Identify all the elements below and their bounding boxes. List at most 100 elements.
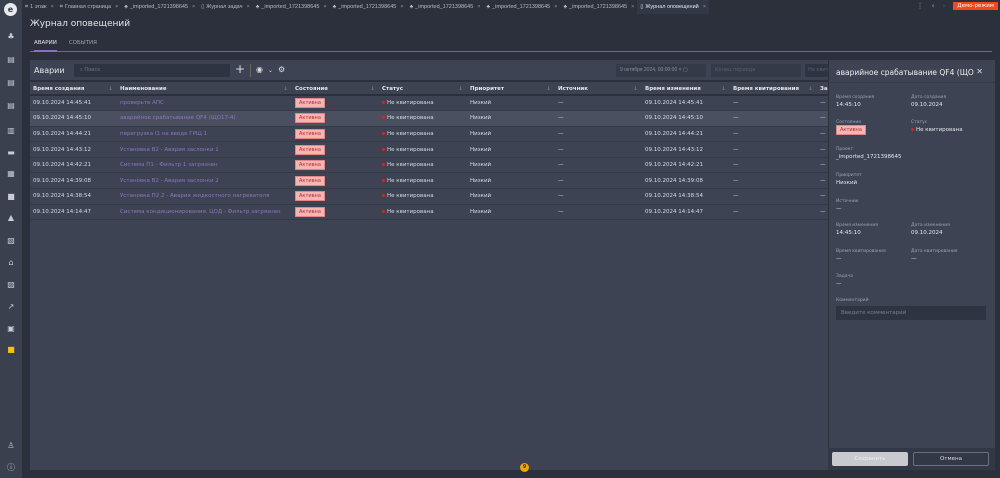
- close-tab-icon[interactable]: ×: [246, 4, 250, 10]
- alarm-details-panel: аварийное срабатывание QF4 (ЩО1... ✕ Вре…: [828, 60, 995, 470]
- table-cell: Низкий: [467, 172, 555, 190]
- chart-icon[interactable]: ↗: [7, 302, 15, 311]
- close-tab-icon[interactable]: ×: [323, 4, 327, 10]
- table-row[interactable]: 09.10.2024 14:43:12 Установка В2 - Авария…: [30, 141, 840, 158]
- hierarchy-icon: ♣: [486, 4, 491, 10]
- hierarchy-icon[interactable]: ♣: [7, 32, 15, 41]
- column-header[interactable]: Время создания ↓: [30, 84, 117, 96]
- column-header[interactable]: Наименование ↓: [117, 84, 292, 96]
- tab-3[interactable]: ▯ Журнал задач ×: [198, 0, 252, 14]
- tab-alarms[interactable]: АВАРИИ: [34, 40, 57, 52]
- settings-icon[interactable]: ⚙: [278, 65, 286, 74]
- table-row[interactable]: 09.10.2024 14:42:21 Система П1 - Фильтр 1…: [30, 157, 840, 174]
- comment-input[interactable]: Введите комментарий: [836, 306, 986, 320]
- chevron-left-icon[interactable]: ‹: [931, 2, 935, 10]
- column-header[interactable]: Состояние ↓: [292, 84, 379, 96]
- table-row[interactable]: 09.10.2024 14:38:54 Установка П2.2 - Авар…: [30, 188, 840, 205]
- date-from-input[interactable]: 9 октября 2024, 00:00:00 × ▢: [616, 64, 706, 77]
- close-icon[interactable]: ✕: [976, 67, 983, 76]
- value: 09.10.2024: [911, 230, 943, 236]
- scrollbar[interactable]: [995, 60, 1000, 470]
- column-header[interactable]: Источник ↓: [555, 84, 642, 96]
- hierarchy-icon: ♣: [255, 4, 260, 10]
- tab-8[interactable]: ♣ _imported_1721398645 ×: [560, 0, 637, 14]
- chevron-down-icon[interactable]: ⌄: [268, 67, 274, 74]
- column-header[interactable]: Статус ↓: [379, 84, 467, 96]
- label: Время создания: [836, 95, 875, 100]
- table-row[interactable]: 09.10.2024 14:14:47 Система кондициониров…: [30, 204, 840, 221]
- table-cell: Не квитирована: [379, 95, 467, 112]
- tab-7[interactable]: ♣ _imported_1721398645 ×: [484, 0, 561, 14]
- tab-9[interactable]: ▯ Журнал оповещений ×: [637, 0, 709, 14]
- close-tab-icon[interactable]: ×: [400, 4, 404, 10]
- sort-icon[interactable]: ↓: [808, 86, 813, 92]
- home-icon[interactable]: ⌂: [8, 258, 14, 267]
- tab-6[interactable]: ♣ _imported_1721398645 ×: [407, 0, 484, 14]
- report-icon[interactable]: ▧: [7, 236, 15, 245]
- logo-icon[interactable]: e: [4, 3, 17, 16]
- tab-4[interactable]: ♣ _imported_1721398645 ×: [253, 0, 330, 14]
- building-icon[interactable]: ▥: [7, 126, 15, 135]
- close-tab-icon[interactable]: ×: [115, 4, 119, 10]
- camera-icon[interactable]: ▬: [7, 148, 15, 157]
- sort-icon[interactable]: ↓: [633, 86, 638, 92]
- close-tab-icon[interactable]: ×: [50, 4, 54, 10]
- tab-1[interactable]: ⌗ Главная страница ×: [57, 0, 122, 14]
- sort-icon[interactable]: ↓: [370, 86, 375, 92]
- table-cell: Активна: [292, 95, 379, 112]
- devices-icon[interactable]: ▦: [7, 169, 15, 178]
- notification-badge[interactable]: 9: [520, 463, 529, 472]
- user-icon[interactable]: ♙: [7, 441, 15, 450]
- record-icon[interactable]: ◉: [256, 65, 263, 74]
- table-cell: Система П1 - Фильтр 1 загрязнен: [117, 157, 292, 174]
- close-tab-icon[interactable]: ×: [554, 4, 558, 10]
- table-row[interactable]: 09.10.2024 14:45:41 проверьте АПС Активна Н…: [30, 95, 840, 112]
- table-cell: Система кондиционирования. ЦОД - Фильтр …: [117, 204, 292, 221]
- table-row[interactable]: 09.10.2024 14:45:10 аварийное срабатывани…: [30, 110, 840, 127]
- field-project: Проект _imported_1721398645: [836, 147, 902, 160]
- close-tab-icon[interactable]: ×: [631, 4, 635, 10]
- tab-0[interactable]: ⌗ 1 этаж ×: [22, 0, 57, 14]
- alarm-icon[interactable]: ▲: [7, 213, 15, 222]
- floor-plan-icon: ⌗: [59, 3, 63, 10]
- column-header[interactable]: Время изменения ↓: [642, 84, 730, 96]
- search-input[interactable]: ⌕ Поиск: [74, 64, 230, 77]
- date-to-input[interactable]: Конец периода: [711, 64, 801, 77]
- close-tab-icon[interactable]: ×: [477, 4, 481, 10]
- table-row[interactable]: 09.10.2024 14:44:21 перегрузка I1 на ввод…: [30, 126, 840, 143]
- demo-mode-badge[interactable]: Демо-режим: [953, 2, 998, 10]
- sort-icon[interactable]: ↓: [721, 86, 726, 92]
- add-icon[interactable]: +: [235, 62, 246, 76]
- info-icon[interactable]: ⓘ: [7, 463, 15, 472]
- lock-icon[interactable]: ■: [7, 192, 15, 201]
- document-icon[interactable]: ▤: [7, 78, 15, 87]
- sort-icon[interactable]: ↓: [546, 86, 551, 92]
- tab-events[interactable]: СОБЫТИЯ: [68, 40, 97, 46]
- tab-2[interactable]: ♣ _imported_1721398645 ×: [121, 0, 198, 14]
- column-header[interactable]: Приоритет ↓: [467, 84, 555, 96]
- close-tab-icon[interactable]: ×: [192, 4, 196, 10]
- folder-icon[interactable]: ■: [7, 345, 15, 354]
- table-cell: Низкий: [467, 95, 555, 112]
- table-cell: Активна: [292, 204, 379, 221]
- sort-icon[interactable]: ↓: [283, 86, 288, 92]
- close-tab-icon[interactable]: ×: [702, 4, 706, 10]
- column-header[interactable]: Время квитирования ↓: [730, 84, 817, 96]
- tab-5[interactable]: ♣ _imported_1721398645 ×: [330, 0, 407, 14]
- table-row[interactable]: 09.10.2024 14:39:08 Установка В2 - Авария…: [30, 172, 840, 190]
- more-icon[interactable]: ⋮: [916, 2, 924, 10]
- tab-label: _imported_1721398645: [492, 4, 551, 10]
- document-icon[interactable]: ▤: [7, 101, 15, 110]
- state-badge: Активна: [295, 113, 325, 124]
- status-text: Не квитирована: [387, 146, 434, 153]
- document-icon[interactable]: ▤: [7, 55, 15, 64]
- print-icon[interactable]: ▣: [7, 324, 15, 333]
- pattern-icon[interactable]: ▨: [7, 280, 15, 289]
- cancel-button[interactable]: Отмена: [913, 452, 989, 466]
- date-from-value: 9 октября 2024, 00:00:00: [620, 67, 678, 73]
- sort-icon[interactable]: ↓: [108, 86, 113, 92]
- not-acknowledged-filter-button[interactable]: Не квитированные: [805, 64, 830, 77]
- save-button[interactable]: Сохранить: [832, 452, 908, 466]
- chevron-right-icon[interactable]: ›: [942, 2, 946, 10]
- sort-icon[interactable]: ↓: [458, 86, 463, 92]
